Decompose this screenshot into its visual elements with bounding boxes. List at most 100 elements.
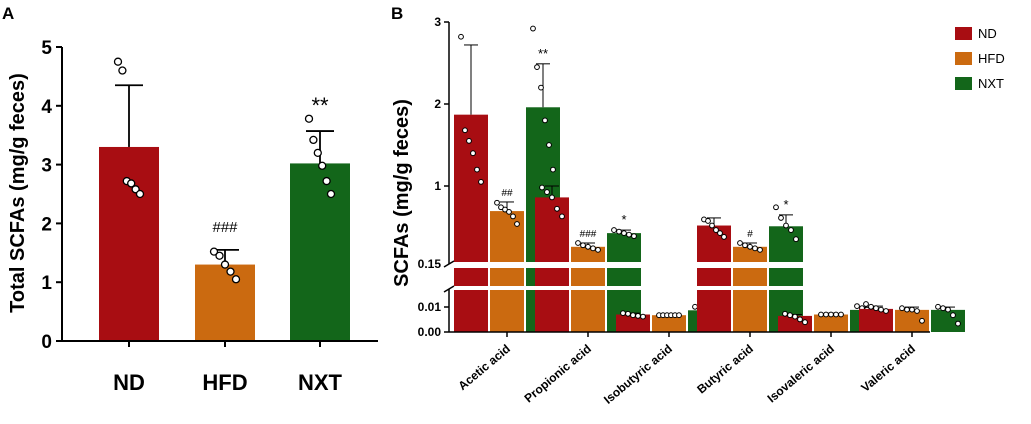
panel-b-x-tick-label-isobutyric-acid: Isobutyric acid (601, 342, 675, 407)
data-point-valeric-acid-hfd (899, 305, 905, 312)
data-point-valeric-acid-nxt (955, 320, 961, 327)
data-point-valeric-acid-nxt (945, 306, 951, 313)
data-point-isovaleric-acid-nd (792, 313, 798, 320)
data-point-valeric-acid-nd (863, 301, 869, 307)
bar-nd (99, 146, 159, 341)
data-point-isovaleric-acid-nxt (854, 303, 860, 310)
data-point-butyric-acid-nd (721, 234, 727, 240)
data-point-nxt (318, 161, 327, 170)
data-point-isobutyric-acid-nxt (692, 303, 698, 310)
data-point-acetic-acid-nxt (542, 117, 548, 124)
data-point-nd (127, 179, 136, 188)
data-point-valeric-acid-hfd (914, 308, 920, 314)
data-point-acetic-acid-nd (474, 166, 480, 173)
data-point-acetic-acid-nd (466, 138, 472, 144)
panel-b-legend: ND HFD NXT (955, 26, 1005, 91)
data-point-propionic-acid-nd (549, 194, 555, 201)
data-point-butyric-acid-nd (713, 227, 719, 233)
axis-break-mark (443, 260, 455, 268)
significance-acetic-acid-nxt: ** (538, 46, 548, 61)
data-point-propionic-acid-nxt (616, 228, 622, 235)
data-point-nd (113, 57, 123, 66)
significance-nxt: ** (311, 93, 329, 118)
data-point-butyric-acid-hfd (747, 243, 753, 250)
panel-b-y-tick-label: 1 (434, 179, 441, 193)
panel-b-chart: B SCFAs (mg/g feces) ## ** ### * # * 1 2 3 0.00 0.… (391, 4, 965, 407)
data-point-acetic-acid-nd (458, 33, 464, 40)
legend-label-nd: ND (978, 26, 997, 41)
data-point-propionic-acid-nxt (631, 233, 637, 240)
data-point-butyric-acid-nd (717, 230, 723, 237)
data-point-acetic-acid-hfd (510, 213, 516, 220)
panel-b-x-tick-label-acetic-acid: Acetic acid (455, 342, 513, 393)
data-point-acetic-acid-nxt (538, 84, 544, 91)
panel-a-y-tick-label: 5 (41, 38, 52, 59)
data-point-valeric-acid-nxt (935, 303, 941, 310)
data-point-propionic-acid-hfd (575, 240, 581, 246)
bar-acetic-acid-hfd (490, 211, 524, 332)
data-point-hfd (231, 275, 241, 284)
data-point-butyric-acid-nxt (773, 204, 779, 211)
data-point-valeric-acid-nxt (940, 305, 946, 312)
bar-nxt (290, 163, 350, 341)
bar-valeric-acid-hfd (895, 309, 929, 332)
panel-a-y-tick-label: 1 (41, 273, 52, 294)
data-point-isobutyric-acid-nd (640, 313, 646, 320)
bar-isobutyric-acid-hfd (652, 315, 686, 332)
data-point-hfd (215, 251, 224, 260)
data-point-nxt (326, 189, 336, 199)
panel-b-y-tick-label: 0.01 (418, 300, 442, 314)
data-point-propionic-acid-nd (554, 205, 560, 212)
data-point-valeric-acid-nd (878, 306, 884, 313)
significance-acetic-acid-hfd: ## (501, 188, 513, 199)
data-point-isobutyric-acid-nd (620, 310, 626, 317)
panel-a-y-axis-title: Total SCFAs (mg/g feces) (7, 73, 29, 313)
panel-a-chart: A Total SCFAs (mg/g feces) ### ** 0 1 2 3 4 5 ND… (2, 4, 378, 395)
data-point-acetic-acid-nd (462, 127, 468, 134)
data-point-propionic-acid-hfd (580, 242, 586, 249)
data-point-isovaleric-acid-hfd (823, 311, 829, 318)
panel-b-y-tick-label: 0.15 (418, 257, 442, 271)
data-point-propionic-acid-nd (559, 213, 565, 220)
data-point-isobutyric-acid-nd (630, 312, 636, 319)
data-point-acetic-acid-hfd (506, 208, 512, 215)
data-point-hfd (209, 247, 219, 256)
panel-b-x-tick-label-propionic-acid: Propionic acid (522, 342, 594, 406)
data-point-nd (135, 189, 145, 199)
bar-acetic-acid-nd (454, 114, 488, 332)
data-point-acetic-acid-nd (478, 179, 484, 185)
data-point-isovaleric-acid-hfd (818, 311, 824, 318)
data-point-butyric-acid-nd (709, 222, 715, 229)
data-point-butyric-acid-nxt (788, 227, 794, 233)
legend-swatch-hfd (955, 52, 972, 65)
data-point-acetic-acid-nxt (550, 166, 556, 173)
data-point-isovaleric-acid-nd (787, 312, 793, 319)
data-point-isovaleric-acid-nd (802, 319, 808, 326)
panel-a-y-tick-label: 0 (41, 332, 52, 353)
data-point-propionic-acid-nxt (621, 230, 627, 237)
data-point-isobutyric-acid-nd (635, 313, 641, 319)
panel-a-y-tick-label: 4 (41, 97, 52, 118)
data-point-valeric-acid-nd (883, 308, 889, 314)
data-point-butyric-acid-hfd (742, 242, 748, 249)
panel-b-x-tick-label-isovaleric-acid: Isovaleric acid (765, 342, 837, 406)
data-point-propionic-acid-nd (539, 184, 545, 191)
legend-label-nxt: NXT (978, 76, 1004, 91)
data-point-butyric-acid-hfd (757, 246, 763, 253)
bar-valeric-acid-nd (859, 308, 893, 332)
bar-butyric-acid-nd (697, 225, 731, 332)
data-point-butyric-acid-nxt (793, 236, 799, 243)
legend-swatch-nxt (955, 77, 972, 90)
data-point-nxt (304, 114, 314, 123)
bar-valeric-acid-nxt (931, 309, 965, 332)
data-point-valeric-acid-hfd (909, 306, 915, 313)
panel-b-y-axis-title: SCFAs (mg/g feces) (391, 99, 413, 287)
panel-b-y-tick-label: 2 (434, 97, 441, 111)
data-point-nxt (309, 135, 318, 145)
data-point-isovaleric-acid-hfd (838, 311, 844, 318)
panel-b-label: B (391, 4, 403, 23)
panel-b-y-tick-label: 0.00 (418, 325, 442, 339)
data-point-isovaleric-acid-nd (797, 316, 803, 323)
axis-break-band (450, 262, 931, 268)
